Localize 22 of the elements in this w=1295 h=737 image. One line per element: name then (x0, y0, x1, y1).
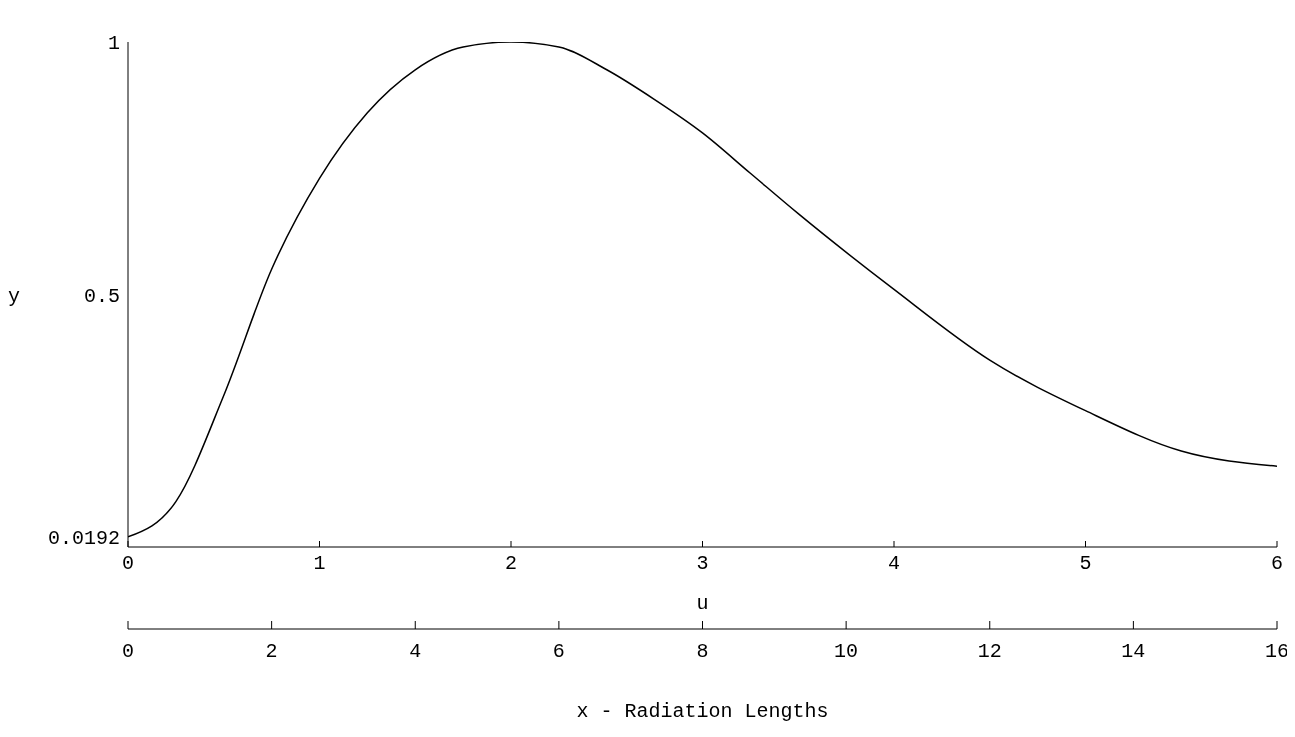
x-axis-title: u (696, 592, 709, 615)
x2-tick-label: 14 (1121, 640, 1146, 663)
y-axis-title: y (8, 284, 21, 308)
x2-axis-title: x - Radiation Lengths (576, 700, 829, 723)
x2-tick-label: 8 (696, 640, 709, 663)
x2-tick-label: 12 (977, 640, 1002, 663)
x-tick-label: 1 (313, 552, 326, 576)
x2-tick-label: 10 (834, 640, 859, 663)
x-tick-label: 6 (1270, 552, 1284, 576)
x2-tick-label: 6 (552, 640, 565, 663)
x-tick-label: 3 (696, 552, 709, 576)
y-tick-label: 0.5 (83, 284, 120, 308)
x2-tick-label: 4 (409, 640, 422, 663)
x2-tick-label: 0 (121, 640, 135, 663)
x-tick-label: 5 (1079, 552, 1092, 576)
x-tick-label: 4 (887, 552, 901, 576)
x-tick-label: 0 (121, 552, 135, 576)
x-tick-label: 2 (504, 552, 518, 576)
y-tick-label: 1 (107, 32, 120, 56)
x2-tick-label: 16 (1264, 640, 1290, 663)
y-tick-label: 0.0192 (47, 527, 120, 551)
x2-tick-label: 2 (265, 640, 278, 663)
